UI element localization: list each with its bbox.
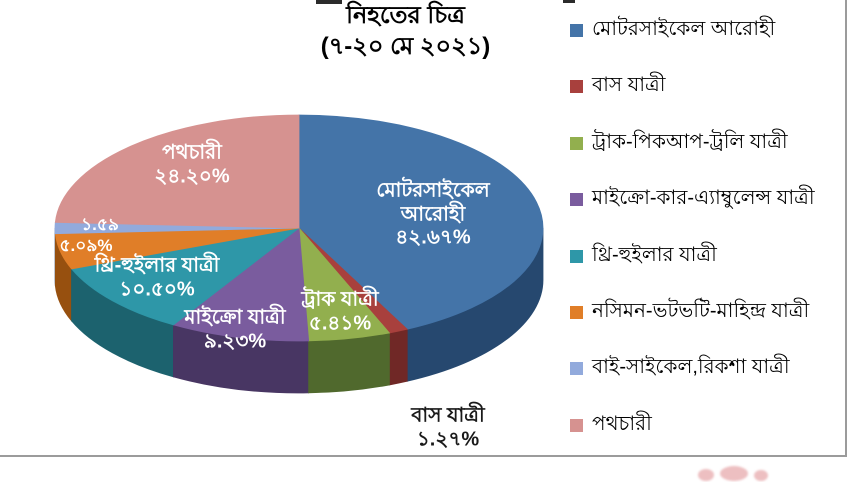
cropped-text-artifact	[316, 0, 342, 4]
watermark-fragment	[720, 466, 748, 481]
chart-border-right	[845, 0, 847, 457]
legend-item[interactable]: থ্রি-হুইলার যাত্রী	[570, 243, 717, 269]
legend-item[interactable]: মাইক্রো-কার-এ্যাম্বুলেন্স যাত্রী	[570, 186, 815, 212]
legend-label: মাইক্রো-কার-এ্যাম্বুলেন্স যাত্রী	[592, 186, 815, 209]
legend-swatch-icon	[570, 192, 583, 206]
legend-item[interactable]: পথচারী	[570, 412, 652, 438]
legend-item[interactable]: বাস যাত্রী	[570, 73, 665, 99]
legend-item[interactable]: ট্রাক-পিকআপ-ট্রলি যাত্রী	[570, 130, 788, 156]
legend-item[interactable]: মোটরসাইকেল আরোহী	[570, 17, 775, 43]
legend-swatch-icon	[570, 418, 583, 432]
chart-title: নিহতের চিত্র (৭-২০ মে ২০২১)	[243, 0, 568, 62]
pie-slice[interactable]	[298, 114, 544, 330]
legend-swatch-icon	[570, 79, 583, 93]
chart-title-line1: নিহতের চিত্র	[346, 2, 465, 29]
legend-label: থ্রি-হুইলার যাত্রী	[592, 243, 717, 266]
legend-label: নসিমন-ভটভটি-মাহিন্দ্র যাত্রী	[592, 299, 810, 322]
legend-swatch-icon	[570, 23, 583, 37]
legend-swatch-icon	[570, 136, 583, 150]
legend-label: ট্রাক-পিকআপ-ট্রলি যাত্রী	[592, 130, 788, 153]
pie-slice[interactable]	[172, 227, 310, 342]
legend-item[interactable]: বাই-সাইকেল,রিকশা যাত্রী	[570, 355, 790, 381]
cropped-text-artifact	[563, 0, 575, 3]
pie-slice[interactable]	[54, 114, 300, 229]
watermark-fragment	[698, 469, 714, 481]
legend-label: বাই-সাইকেল,রিকশা যাত্রী	[592, 355, 790, 378]
legend-item[interactable]: নসিমন-ভটভটি-মাহিন্দ্র যাত্রী	[570, 299, 809, 325]
pie-slice[interactable]	[70, 227, 300, 326]
legend-label: পথচারী	[592, 412, 652, 435]
watermark-fragment	[754, 470, 768, 481]
legend-swatch-icon	[570, 249, 583, 263]
legend-label: বাস যাত্রী	[592, 73, 666, 96]
chart-title-line2: (৭-২০ মে ২০২১)	[320, 33, 491, 60]
legend-swatch-icon	[570, 305, 583, 319]
legend-swatch-icon	[570, 361, 583, 375]
chart-border-bottom	[0, 455, 847, 457]
legend-label: মোটরসাইকেল আরোহী	[592, 17, 776, 40]
